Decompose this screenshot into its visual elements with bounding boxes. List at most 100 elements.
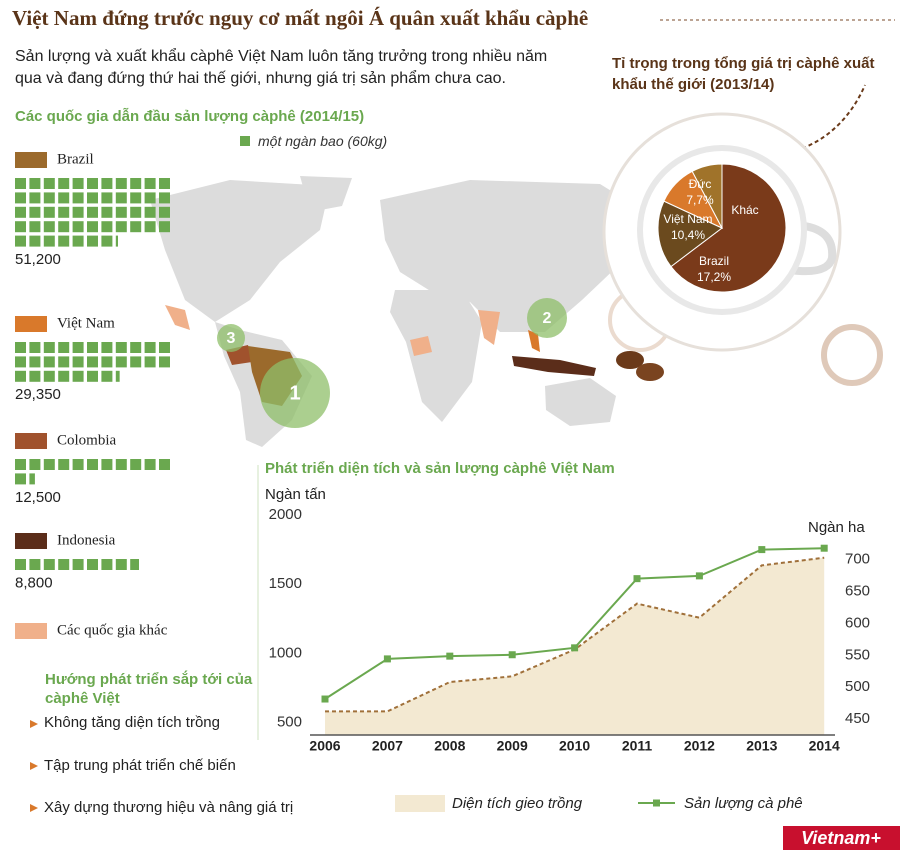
waffle-square <box>72 370 84 382</box>
slice-value: 10,4% <box>671 228 705 242</box>
slice-value: 17,2% <box>697 270 731 284</box>
x-tick-label: 2010 <box>559 738 590 754</box>
country-label: Indonesia <box>57 532 116 548</box>
waffle-square <box>15 559 26 570</box>
unit-swatch <box>240 136 250 146</box>
waffle-square <box>15 473 26 485</box>
waffle-square <box>159 356 170 368</box>
waffle-square <box>43 206 55 218</box>
coffee-bean <box>636 363 664 381</box>
waffle-square <box>115 178 127 189</box>
x-tick-label: 2007 <box>372 738 403 754</box>
waffle-title: Các quốc gia dẫn đầu sản lượng càphê (20… <box>15 108 365 125</box>
value-label: 29,350 <box>15 386 61 403</box>
x-tick-label: 2009 <box>497 738 528 754</box>
continent <box>300 176 352 212</box>
waffle-square <box>115 342 127 353</box>
unit-label: một ngàn bao (60kg) <box>258 133 388 149</box>
producer-area <box>528 330 540 352</box>
waffle-square <box>43 235 55 247</box>
waffle-square <box>101 235 113 247</box>
slice-label: Đức <box>689 177 712 191</box>
country-label: Colombia <box>57 432 117 448</box>
pie-title: Tỉ trọng trong tổng giá trị càphê xuất k… <box>612 55 875 93</box>
point <box>571 644 579 652</box>
waffle-square <box>101 370 113 382</box>
waffle-square <box>144 206 156 218</box>
waffle-square <box>29 459 41 470</box>
map-marker: 3 <box>227 330 236 347</box>
waffle-square <box>115 235 118 247</box>
waffle-square <box>29 342 41 353</box>
waffle-square <box>159 192 170 204</box>
legend-swatch <box>15 433 47 449</box>
waffle-square <box>101 206 113 218</box>
point <box>508 651 516 659</box>
value-label: 12,500 <box>15 489 61 506</box>
waffle-square <box>101 559 113 570</box>
y2-tick-label: 700 <box>845 551 870 568</box>
waffle-square <box>58 221 70 233</box>
logo-bg <box>783 826 900 850</box>
waffle-square <box>101 342 113 353</box>
legend-swatch <box>15 316 47 332</box>
legend-swatch <box>395 795 445 812</box>
waffle-square <box>87 221 98 233</box>
y2-tick-label: 500 <box>845 678 870 695</box>
waffle-square <box>130 178 142 189</box>
waffle-square <box>29 235 41 247</box>
waffle-square <box>72 178 84 189</box>
country-label: Các quốc gia khác <box>57 622 168 638</box>
waffle-square <box>144 178 156 189</box>
coffee-stain <box>821 324 883 386</box>
waffle-square <box>58 342 70 353</box>
point <box>633 575 641 583</box>
waffle-square <box>43 178 55 189</box>
y2-tick-label: 450 <box>845 710 870 727</box>
waffle-square <box>115 356 127 368</box>
producer-area <box>410 336 432 356</box>
waffle-square <box>43 342 55 353</box>
waffle-square <box>72 342 84 353</box>
continent <box>545 378 616 426</box>
waffle-square <box>130 206 142 218</box>
waffle-square <box>58 370 70 382</box>
y2-tick-label: 650 <box>845 582 870 599</box>
direction-item: Không tăng diện tích trồng <box>44 714 220 731</box>
waffle-square <box>29 206 41 218</box>
y2-axis-label: Ngàn ha <box>808 519 865 536</box>
waffle-square <box>87 356 98 368</box>
waffle-square <box>72 559 84 570</box>
waffle-square <box>115 206 127 218</box>
waffle-square <box>29 473 35 485</box>
logo: Vietnam+ <box>801 828 881 848</box>
y2-tick-label: 600 <box>845 614 870 631</box>
waffle-square <box>144 192 156 204</box>
waffle-square <box>144 356 156 368</box>
producer-area <box>512 356 596 376</box>
point <box>321 695 329 703</box>
waffle-square <box>58 206 70 218</box>
waffle-square <box>29 221 41 233</box>
country-label: Việt Nam <box>57 315 115 331</box>
waffle-square <box>58 559 70 570</box>
direction-item: Tập trung phát triển chế biến <box>44 757 236 774</box>
waffle-square <box>144 221 156 233</box>
point <box>820 544 828 552</box>
pie-slice <box>670 163 787 293</box>
waffle-square <box>43 559 55 570</box>
waffle-square <box>72 221 84 233</box>
directions-heading: Hướng phát triển sắp tới của càphê Việt <box>45 671 253 707</box>
waffle-square <box>115 370 120 382</box>
continent <box>390 290 482 422</box>
waffle-square <box>72 192 84 204</box>
waffle-square <box>159 221 170 233</box>
waffle-square <box>144 342 156 353</box>
waffle-square <box>130 459 142 470</box>
slice-value: 7,7% <box>686 193 714 207</box>
waffle-square <box>87 206 98 218</box>
waffle-square <box>15 206 26 218</box>
y-tick-label: 500 <box>277 714 302 731</box>
waffle-square <box>87 235 98 247</box>
waffle-square <box>101 221 113 233</box>
